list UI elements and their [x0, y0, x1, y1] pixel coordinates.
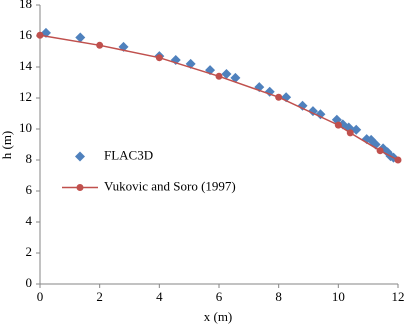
- y-tick-label: 12: [19, 89, 32, 104]
- legend-label: FLAC3D: [104, 147, 153, 162]
- data-point: [376, 147, 384, 155]
- y-tick-label: 6: [26, 182, 33, 197]
- data-point: [351, 124, 362, 135]
- data-point: [215, 72, 223, 80]
- x-tick-label: 6: [216, 289, 223, 304]
- data-point: [230, 72, 241, 83]
- data-point: [337, 119, 348, 130]
- y-tick-label: 8: [26, 151, 33, 166]
- x-tick-label: 10: [332, 289, 345, 304]
- data-point: [297, 100, 308, 111]
- x-tick-label: 2: [96, 289, 103, 304]
- y-tick-label: 18: [19, 0, 32, 11]
- series-line: [39, 34, 399, 161]
- y-tick-label: 2: [26, 244, 33, 259]
- x-tick-label: 12: [392, 289, 405, 304]
- data-point: [315, 109, 326, 120]
- y-tick-label: 10: [19, 120, 32, 135]
- y-axis-label: h (m): [0, 131, 14, 160]
- y-tick-label: 4: [26, 213, 33, 228]
- data-point: [221, 68, 232, 79]
- x-axis-label: x (m): [204, 309, 233, 324]
- legend-label: Vukovic and Soro (1997): [104, 178, 236, 193]
- data-point: [36, 31, 44, 39]
- y-tick-label: 14: [19, 58, 33, 73]
- data-point: [334, 121, 342, 129]
- data-point: [394, 156, 402, 164]
- data-point: [346, 129, 354, 137]
- y-tick-label: 0: [26, 275, 33, 290]
- data-point: [155, 54, 163, 62]
- x-tick-label: 8: [275, 289, 282, 304]
- x-tick-label: 0: [37, 289, 44, 304]
- y-tick-label: 16: [19, 27, 33, 42]
- legend-marker: [76, 184, 84, 191]
- legend-marker: [75, 151, 85, 162]
- x-tick-label: 4: [156, 289, 163, 304]
- data-point: [96, 41, 104, 49]
- data-point: [275, 93, 283, 101]
- data-point: [75, 32, 86, 43]
